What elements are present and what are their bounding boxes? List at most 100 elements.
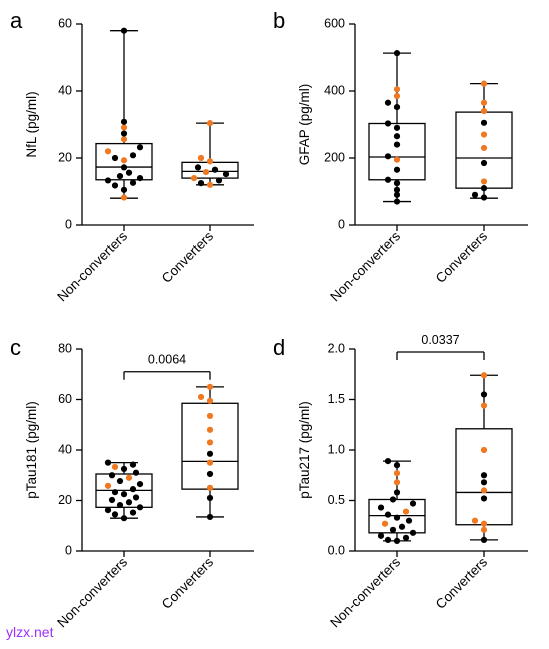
data-point-non-converter [402,534,410,541]
chart-panel-a: a 0 20 40 60 NfL (pg/ml) Non-converters Convert… [10,8,254,304]
box-converters [455,374,513,541]
data-point-converter [125,474,133,481]
data-point-converter [480,144,488,152]
panel-letter: c [10,335,21,360]
x-tick-label: Converters [433,554,490,611]
y-tick-label: 0 [65,543,72,557]
data-point-converter [197,154,205,162]
chart-panel-d: d 0.0 0.5 1.0 1.5 2.0 pTau217 (pg/ml) Non-conve… [273,333,528,630]
data-point-converter [206,412,214,420]
significance-bracket: 0.0064 [123,353,211,380]
data-point-non-converter [120,130,128,137]
data-point-non-converter [111,182,119,189]
watermark: ylzx.net [6,624,54,640]
y-tick-label: 600 [324,16,345,30]
data-point-converter [120,124,128,131]
chart-panel-c: c 0 20 40 60 80 pTau181 (pg/ml) Non-converters C… [10,335,254,630]
data-point-converter [480,402,488,409]
data-point-non-converter [393,141,401,148]
data-point-non-converter [393,198,401,205]
data-point-converter [206,397,214,404]
y-tick-label: 1.0 [328,442,345,456]
data-point-non-converter [393,462,401,469]
data-point-non-converter [215,177,223,184]
data-point-non-converter [480,536,488,543]
p-value-label: 0.0064 [148,353,186,367]
data-point-converter [120,157,128,164]
y-tick-label: 20 [58,493,72,507]
box-iqr [181,161,239,179]
data-point-non-converter [384,176,392,183]
data-point-converter [120,136,128,143]
data-point-converter [480,372,488,379]
data-point-non-converter [120,27,128,34]
data-point-converter [393,92,401,100]
data-point-non-converter [116,172,124,180]
y-tick-label: 40 [58,442,72,456]
data-point-non-converter [125,169,133,176]
y-tick-label: 1.5 [328,392,345,406]
data-point-converter [480,80,488,87]
data-point-non-converter [480,185,488,192]
y-axis-label: GFAP (pg/ml) [297,84,312,166]
data-point-converter [190,175,198,182]
data-point-converter [480,99,488,106]
data-point-converter [480,446,488,454]
data-point-non-converter [120,515,128,522]
box-iqr [95,142,153,181]
data-point-converter [206,383,214,390]
x-tick-label: Non-converters [54,228,130,304]
data-point-non-converter [393,191,401,198]
data-point-non-converter [116,477,124,485]
data-point-non-converter [136,504,144,511]
data-point-non-converter [384,99,392,106]
y-tick-label: 80 [58,341,72,355]
data-point-non-converter [393,124,401,131]
data-point-non-converter [132,494,140,501]
x-tick-label: Non-converters [54,554,130,630]
data-point-non-converter [398,523,406,530]
data-point-non-converter [120,465,128,473]
x-tick-label: Converters [159,554,216,611]
data-point-non-converter [389,496,397,503]
x-tick-label: Converters [159,228,216,285]
data-point-non-converter [125,499,133,506]
data-point-converter [206,158,214,165]
data-point-non-converter [480,391,488,398]
y-tick-label: 60 [58,392,72,406]
data-point-non-converter [129,461,137,468]
y-tick-label: 0.0 [328,543,345,557]
box-non-converters [95,30,153,199]
y-axis-label: pTau217 (pg/ml) [297,401,312,499]
data-point-non-converter [480,495,488,502]
y-tick-label: 0.5 [328,493,345,507]
data-point-non-converter [409,500,417,507]
data-point-converter [480,108,488,115]
data-point-non-converter [471,191,479,198]
data-point-converter [206,439,214,446]
box-iqr [368,122,426,181]
data-point-non-converter [480,479,488,486]
data-point-non-converter [104,506,112,514]
data-point-non-converter [111,511,119,518]
data-point-non-converter [129,179,137,186]
data-point-non-converter [393,166,401,173]
data-point-non-converter [480,194,488,201]
data-point-non-converter [393,50,401,57]
x-tick-label: Converters [433,228,490,285]
data-point-converter [206,459,214,466]
data-point-non-converter [393,180,401,187]
data-point-converter [197,393,205,401]
data-point-non-converter [120,491,128,498]
significance-bracket: 0.0337 [396,333,485,361]
y-tick-label: 2.0 [328,341,345,355]
data-point-non-converter [206,450,214,457]
data-point-non-converter [393,537,401,545]
y-axis-label: pTau181 (pg/ml) [24,401,39,499]
y-tick-label: 60 [58,16,72,30]
panel-letter: a [10,8,23,33]
x-tick-label: Non-converters [327,228,403,304]
data-point-non-converter [206,513,214,521]
data-point-non-converter [211,166,219,173]
